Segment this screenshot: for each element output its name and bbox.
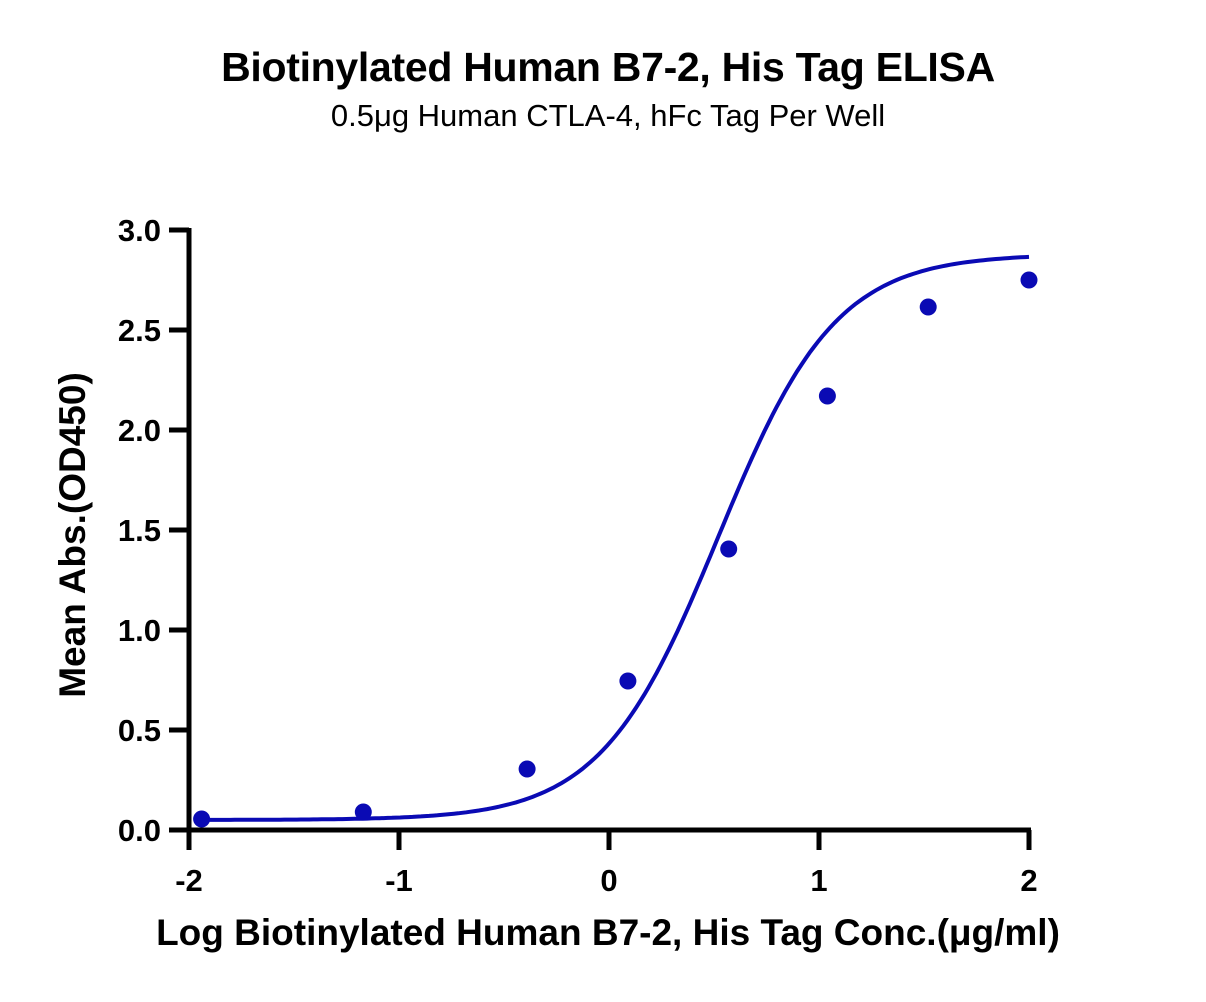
axes: 0.0 0.5 1.0 1.5 2.0 2.5 3.0 -2 -1 0 1 2 xyxy=(118,213,1038,898)
x-axis-label: Log Biotinylated Human B7-2, His Tag Con… xyxy=(156,912,1060,953)
y-tick-label: 2.5 xyxy=(118,313,161,348)
y-tick-label: 0.5 xyxy=(118,713,161,748)
data-point xyxy=(518,760,536,778)
x-tick-label: 2 xyxy=(1020,863,1037,898)
x-tick-label: 1 xyxy=(810,863,827,898)
x-tick-label: -1 xyxy=(385,863,413,898)
chart-title: Biotinylated Human B7-2, His Tag ELISA xyxy=(221,44,995,90)
data-points xyxy=(193,271,1038,828)
fit-curve xyxy=(201,254,1030,822)
data-point xyxy=(619,672,637,690)
fit-curve-path xyxy=(201,254,1030,822)
y-tick-label: 2.0 xyxy=(118,413,161,448)
data-point xyxy=(720,540,738,558)
data-point xyxy=(193,810,211,828)
x-tick-label: -2 xyxy=(175,863,203,898)
data-point xyxy=(1020,271,1038,289)
data-point xyxy=(818,387,836,405)
data-point xyxy=(354,803,372,821)
y-axis-label: Mean Abs.(OD450) xyxy=(52,372,93,698)
y-tick-label: 1.0 xyxy=(118,613,161,648)
y-tick-label: 1.5 xyxy=(118,513,161,548)
y-tick-label: 0.0 xyxy=(118,813,161,848)
chart-subtitle: 0.5μg Human CTLA-4, hFc Tag Per Well xyxy=(330,98,886,133)
y-tick-label: 3.0 xyxy=(118,213,161,248)
x-tick-label: 0 xyxy=(600,863,617,898)
data-point xyxy=(919,298,937,316)
